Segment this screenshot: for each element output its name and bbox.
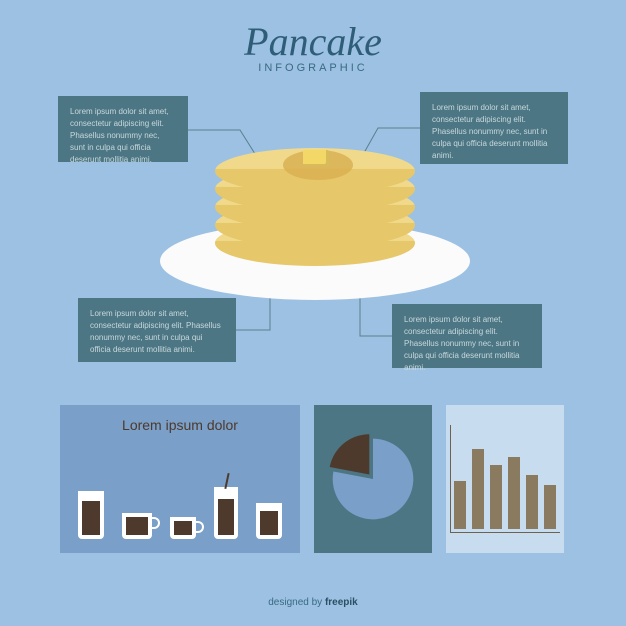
drink-short-glass-icon <box>256 503 282 539</box>
credit-brand: freepik <box>325 597 358 608</box>
drinks-panel: Lorem ipsum dolor <box>60 405 300 553</box>
attribution: designed by freepik <box>0 597 626 608</box>
bar-2 <box>490 465 502 529</box>
credit-prefix: designed by <box>268 597 325 608</box>
bar-5 <box>544 485 556 529</box>
drink-cup-icon <box>170 517 196 539</box>
pie-slice-1 <box>330 434 370 474</box>
drink-mug-icon <box>122 513 152 539</box>
bottom-panels: Lorem ipsum dolor <box>60 405 566 555</box>
bar-chart-panel <box>446 405 564 553</box>
drink-shake-icon <box>214 487 238 539</box>
bar-4 <box>526 475 538 529</box>
callout-box-3: Lorem ipsum dolor sit amet, consectetur … <box>392 304 542 368</box>
bar-1 <box>472 449 484 529</box>
drink-tall-glass-icon <box>78 491 104 539</box>
drinks-row <box>60 487 300 539</box>
callout-box-2: Lorem ipsum dolor sit amet, consectetur … <box>78 298 236 362</box>
callout-box-1: Lorem ipsum dolor sit amet, consectetur … <box>420 92 568 164</box>
callout-box-0: Lorem ipsum dolor sit amet, consectetur … <box>58 96 188 162</box>
bar-3 <box>508 457 520 529</box>
pie-chart-panel <box>314 405 432 553</box>
bar-0 <box>454 481 466 529</box>
pie-chart <box>325 431 421 527</box>
infographic-canvas: Pancake INFOGRAPHIC Lorem ipsum dolor si… <box>0 0 626 626</box>
bar-chart <box>454 429 556 529</box>
drinks-panel-title: Lorem ipsum dolor <box>60 405 300 433</box>
